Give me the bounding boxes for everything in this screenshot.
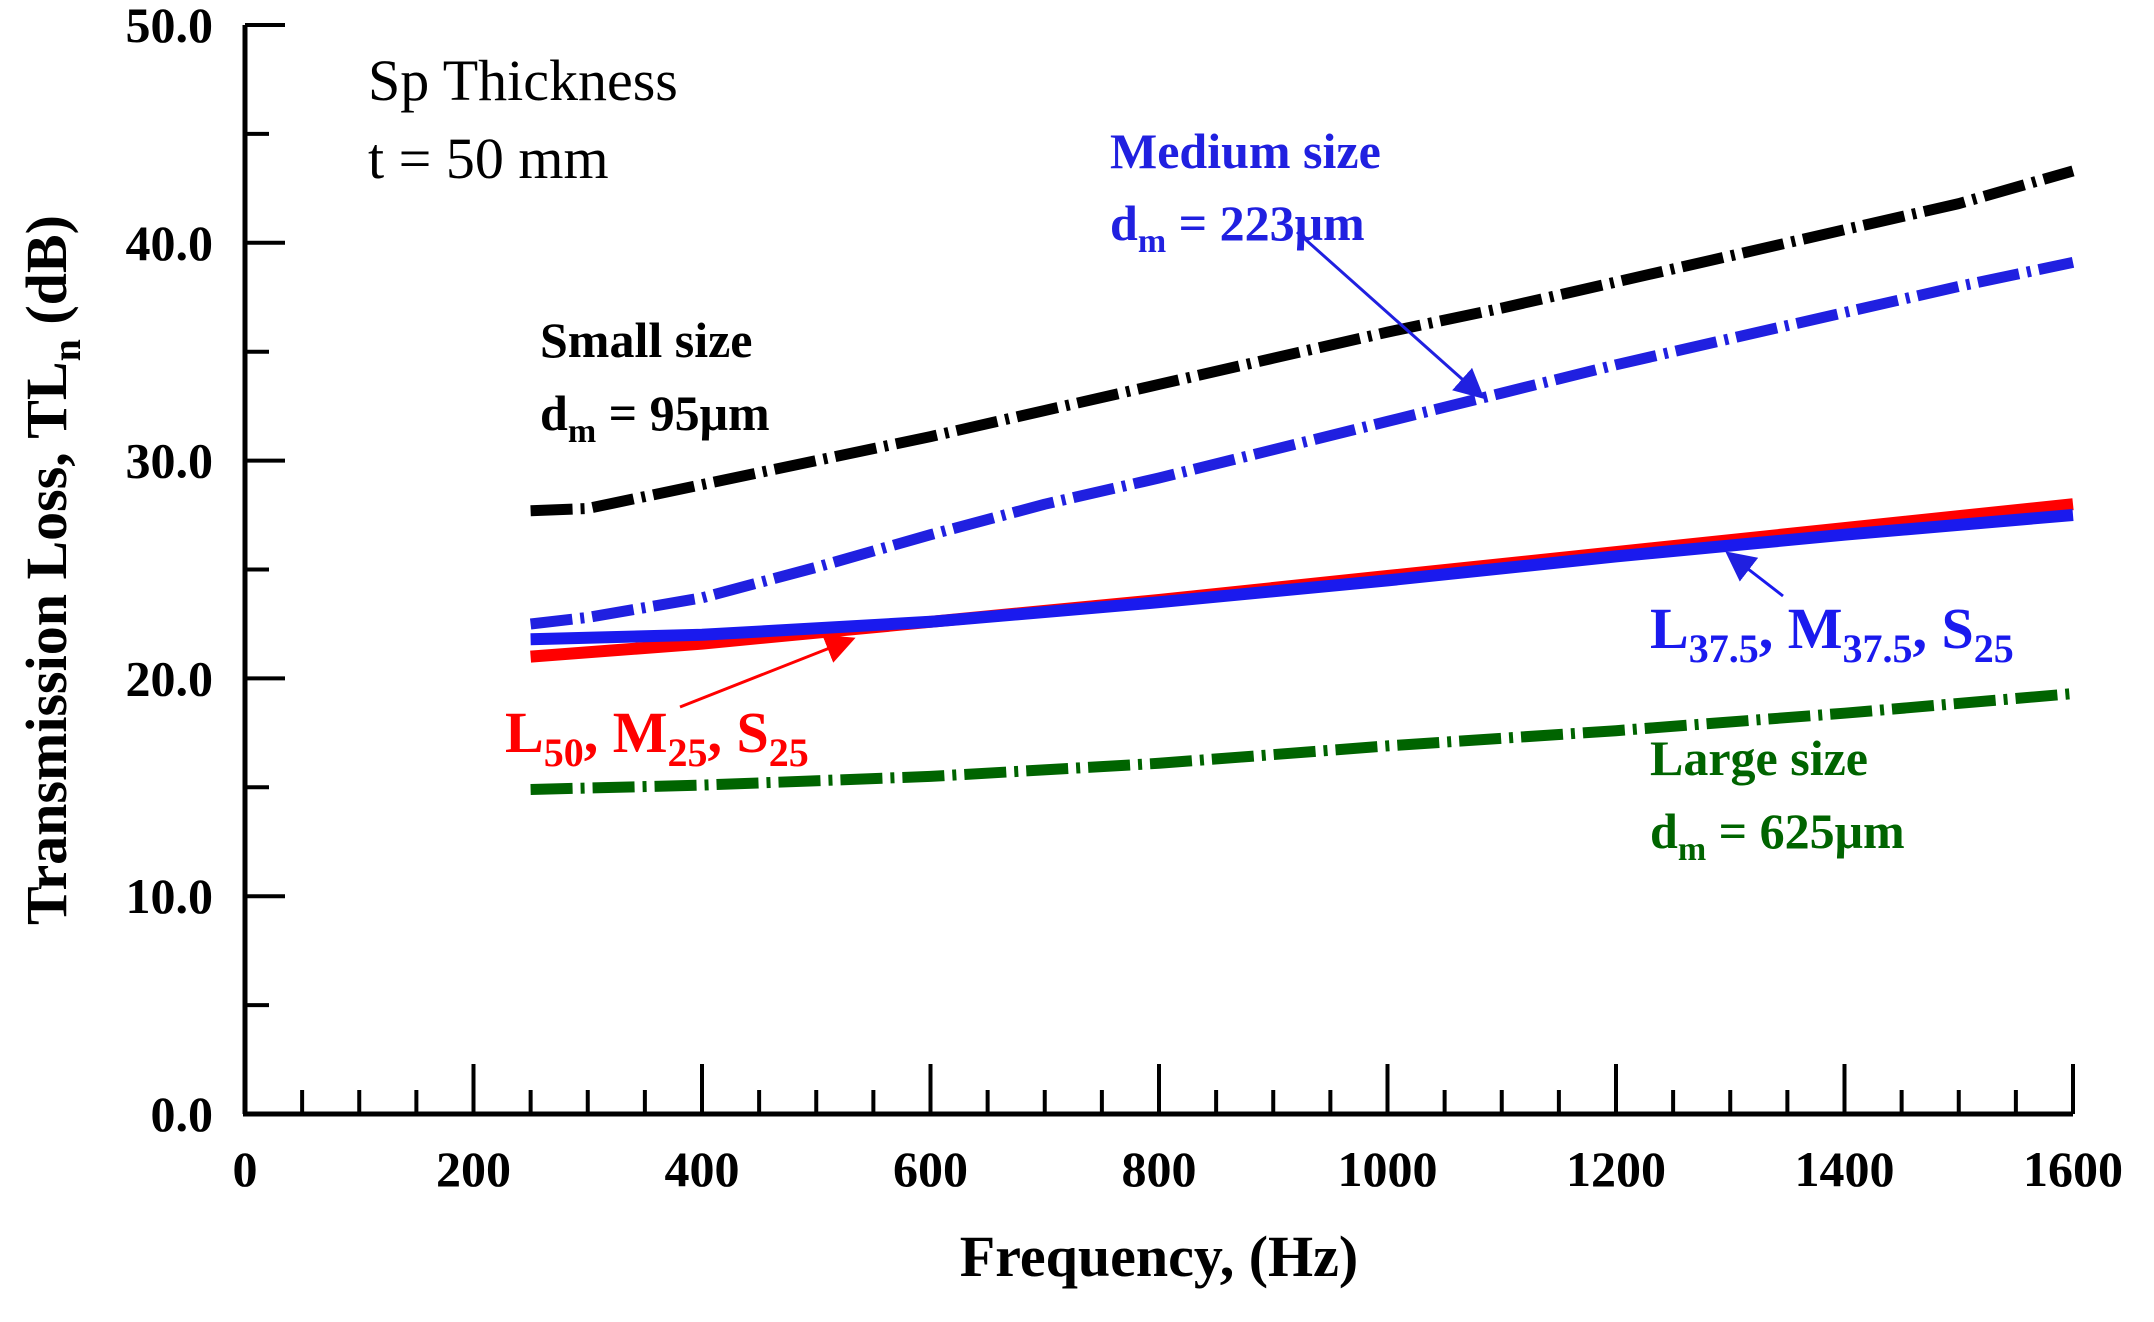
- large-dm-value: = 625μm: [1706, 803, 1905, 859]
- y-axis-title-main: Transmission Loss, TL: [14, 361, 79, 925]
- medium-size-annotation: Medium size dm = 223μm: [1110, 123, 1381, 260]
- y-axis-title: Transmission Loss, TLn (dB): [14, 215, 89, 925]
- blue-curve-arrow: [1725, 551, 1784, 598]
- x-tick-label-800: 800: [1122, 1141, 1197, 1197]
- x-tick-label-1400: 1400: [1795, 1141, 1895, 1197]
- medium-dm-sub: m: [1138, 223, 1166, 260]
- medium-dm-prefix: d: [1110, 195, 1138, 251]
- y-tick-label-10: 10.0: [126, 868, 214, 924]
- small-dm-value: = 95μm: [596, 385, 770, 441]
- blue-curve-annotation: L37.5, M37.5, S25: [1650, 596, 2014, 671]
- y-tick-labels: 0.0 10.0 20.0 30.0 40.0 50.0: [126, 0, 214, 1142]
- x-tick-label-1000: 1000: [1338, 1141, 1438, 1197]
- small-size-label: Small size: [540, 312, 752, 368]
- small-dm-prefix: d: [540, 385, 568, 441]
- y-axis-title-sub: n: [44, 339, 89, 361]
- blue-M-sub: 37.5: [1842, 626, 1912, 671]
- red-L-sub: 50: [544, 730, 584, 775]
- y-tick-label-50: 50.0: [126, 0, 214, 53]
- x-tick-label-600: 600: [893, 1141, 968, 1197]
- y-tick-label-40: 40.0: [126, 215, 214, 271]
- medium-size-diameter: dm = 223μm: [1110, 195, 1365, 260]
- medium-dm-value: = 223μm: [1166, 195, 1365, 251]
- red-S-sub: 25: [769, 730, 809, 775]
- y-tick-label-20: 20.0: [126, 650, 214, 706]
- medium-size-label: Medium size: [1110, 123, 1381, 179]
- x-tick-label-400: 400: [665, 1141, 740, 1197]
- small-size-diameter: dm = 95μm: [540, 385, 770, 450]
- red-sep1: , M: [584, 700, 668, 765]
- small-dm-sub: m: [568, 413, 596, 450]
- red-sep2: , S: [707, 700, 768, 765]
- large-dm-sub: m: [1678, 831, 1706, 868]
- blue-S-sub: 25: [1974, 626, 2014, 671]
- y-axis-title-unit: (dB): [14, 215, 79, 339]
- y-tick-marks: [245, 23, 285, 1116]
- x-tick-labels: 0 200 400 600 800 1000 1200 1400 1600: [233, 1141, 2124, 1197]
- large-size-diameter: dm = 625μm: [1650, 803, 1905, 868]
- red-curve-arrow: [679, 634, 856, 709]
- red-L: L: [505, 700, 544, 765]
- blue-L: L: [1650, 596, 1689, 661]
- red-M-sub: 25: [667, 730, 707, 775]
- blue-L-sub: 37.5: [1689, 626, 1759, 671]
- y-tick-label-0: 0.0: [151, 1086, 214, 1142]
- large-size-annotation: Large size dm = 625μm: [1650, 730, 1905, 868]
- series-line-large-size: [530, 688, 2074, 795]
- blue-curve-label: L37.5, M37.5, S25: [1650, 596, 2014, 671]
- x-tick-label-1200: 1200: [1566, 1141, 1666, 1197]
- thickness-note-line1: Sp Thickness: [368, 48, 678, 113]
- large-size-label: Large size: [1650, 730, 1868, 786]
- series-layer: [529, 165, 2075, 795]
- x-tick-marks: [243, 1064, 2075, 1114]
- small-size-annotation: Small size dm = 95μm: [540, 312, 770, 450]
- series-line-small-size: [530, 165, 2075, 517]
- x-tick-label-0: 0: [233, 1141, 258, 1197]
- series-line-medium-size: [529, 257, 2075, 630]
- x-axis-title: Frequency, (Hz): [960, 1224, 1358, 1289]
- series-line-l37-5-m37-5-s25: [530, 509, 2074, 646]
- x-tick-label-1600: 1600: [2023, 1141, 2123, 1197]
- x-tick-label-200: 200: [436, 1141, 511, 1197]
- y-tick-label-30: 30.0: [126, 433, 214, 489]
- red-curve-annotation: L50, M25, S25: [505, 700, 809, 775]
- red-curve-label: L50, M25, S25: [505, 700, 809, 775]
- medium-size-arrow: [1296, 230, 1485, 399]
- blue-sep2: , S: [1912, 596, 1973, 661]
- blue-sep1: , M: [1759, 596, 1843, 661]
- thickness-note-line2: t = 50 mm: [368, 126, 609, 191]
- large-dm-prefix: d: [1650, 803, 1678, 859]
